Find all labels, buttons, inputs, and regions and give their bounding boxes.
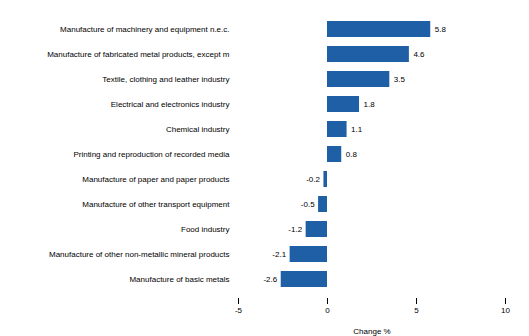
svg-text:-1.2: -1.2 bbox=[288, 225, 302, 234]
svg-text:Change %: Change % bbox=[353, 327, 390, 336]
svg-text:Manufacture of other non-metal: Manufacture of other non-metallic minera… bbox=[49, 250, 230, 259]
svg-text:-2.6: -2.6 bbox=[263, 275, 277, 284]
svg-text:4.6: 4.6 bbox=[413, 50, 425, 59]
svg-text:Electrical and electronics ind: Electrical and electronics industry bbox=[111, 100, 230, 109]
svg-text:10: 10 bbox=[501, 306, 510, 315]
svg-text:Food industry: Food industry bbox=[181, 225, 229, 234]
svg-text:Textile, clothing and leather: Textile, clothing and leather industry bbox=[102, 75, 229, 84]
svg-text:Manufacture of machinery and e: Manufacture of machinery and equipment n… bbox=[60, 25, 229, 34]
svg-text:Manufacture of paper and paper: Manufacture of paper and paper products bbox=[82, 175, 229, 184]
svg-text:Printing and reproduction of r: Printing and reproduction of recorded me… bbox=[73, 150, 230, 159]
svg-text:Manufacture of other transport: Manufacture of other transport equipment bbox=[82, 200, 230, 209]
svg-text:Chemical industry: Chemical industry bbox=[166, 125, 230, 134]
svg-text:5.8: 5.8 bbox=[435, 25, 447, 34]
svg-text:0.8: 0.8 bbox=[346, 150, 358, 159]
svg-text:-0.2: -0.2 bbox=[306, 175, 320, 184]
svg-text:1.1: 1.1 bbox=[351, 125, 363, 134]
svg-text:0: 0 bbox=[325, 306, 330, 315]
svg-text:3.5: 3.5 bbox=[394, 75, 406, 84]
svg-text:-5: -5 bbox=[235, 306, 243, 315]
svg-text:Manufacture of fabricated meta: Manufacture of fabricated metal products… bbox=[47, 50, 230, 59]
svg-text:-0.5: -0.5 bbox=[301, 200, 315, 209]
svg-text:5: 5 bbox=[414, 306, 419, 315]
svg-text:1.8: 1.8 bbox=[364, 100, 376, 109]
svg-text:-2.1: -2.1 bbox=[272, 250, 286, 259]
svg-text:Manufacture of basic metals: Manufacture of basic metals bbox=[129, 275, 229, 284]
